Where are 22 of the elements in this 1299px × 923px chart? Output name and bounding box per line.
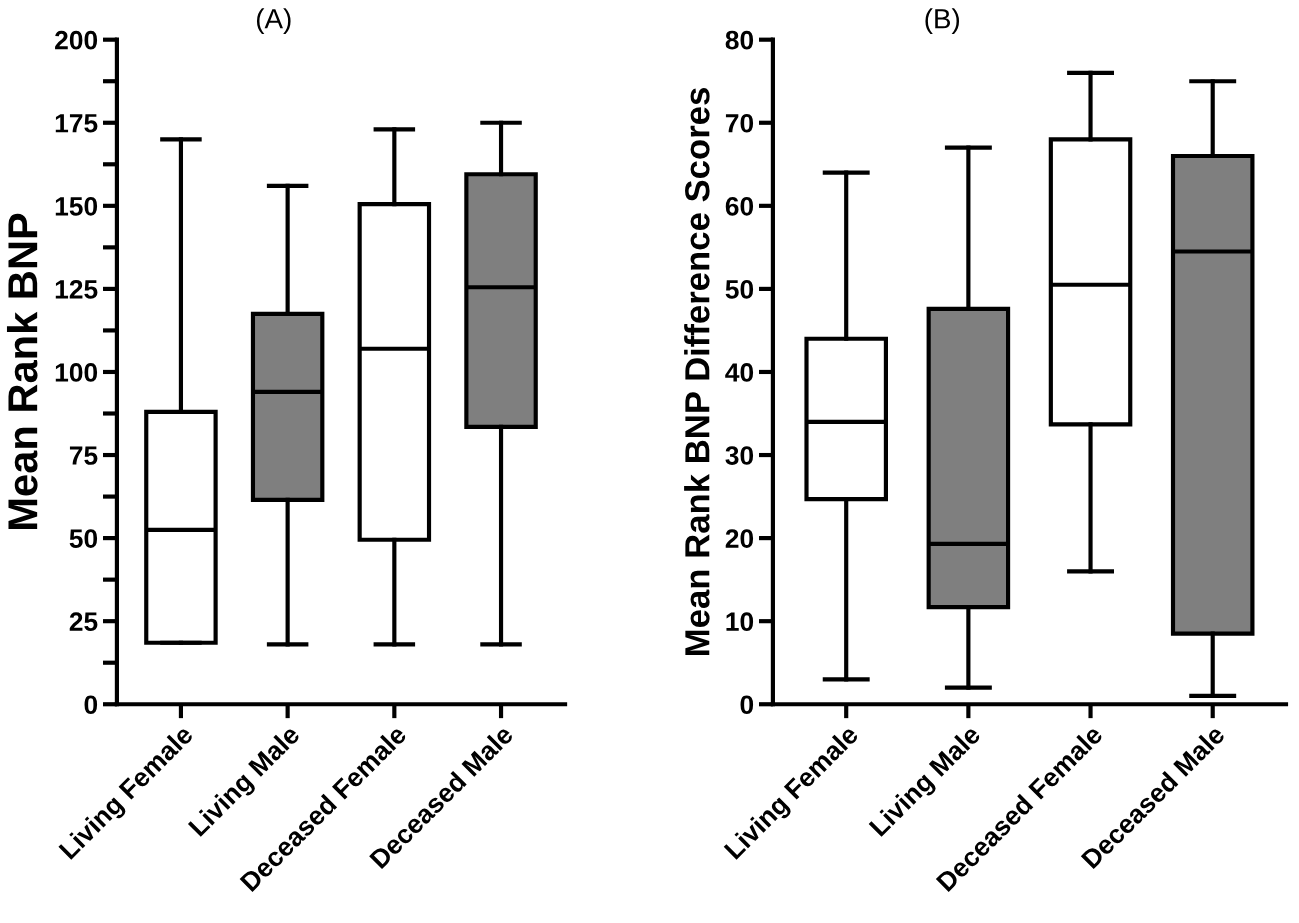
y-tick-label: 75 bbox=[69, 446, 98, 465]
y-tick-label: 100 bbox=[55, 363, 98, 382]
y-tick-label: 150 bbox=[55, 196, 98, 216]
y-tick-label: 40 bbox=[725, 363, 754, 382]
y-axis-title: Mean Rank BNP Difference Scores bbox=[684, 88, 710, 655]
y-tick-label: 10 bbox=[726, 612, 754, 631]
y-tick-label: 25 bbox=[69, 612, 98, 631]
y-tick-label: 200 bbox=[55, 30, 98, 50]
chart-title: (B) bbox=[925, 8, 960, 35]
y-tick-label: 175 bbox=[55, 114, 98, 133]
y-tick-label: 50 bbox=[725, 280, 754, 299]
y-tick-label: 60 bbox=[725, 196, 754, 216]
y-tick-label: 0 bbox=[740, 695, 754, 715]
chart-title: (A) bbox=[256, 8, 291, 35]
y-axis-title: Mean Rank BNP bbox=[6, 213, 38, 529]
y-tick-label: 125 bbox=[55, 280, 98, 299]
y-tick-label: 50 bbox=[69, 529, 98, 548]
y-tick-label: 0 bbox=[84, 695, 98, 715]
y-tick-label: 80 bbox=[725, 30, 754, 50]
y-tick-label: 20 bbox=[725, 529, 754, 548]
y-tick-label: 70 bbox=[725, 113, 754, 133]
y-tick-label: 30 bbox=[725, 446, 754, 465]
